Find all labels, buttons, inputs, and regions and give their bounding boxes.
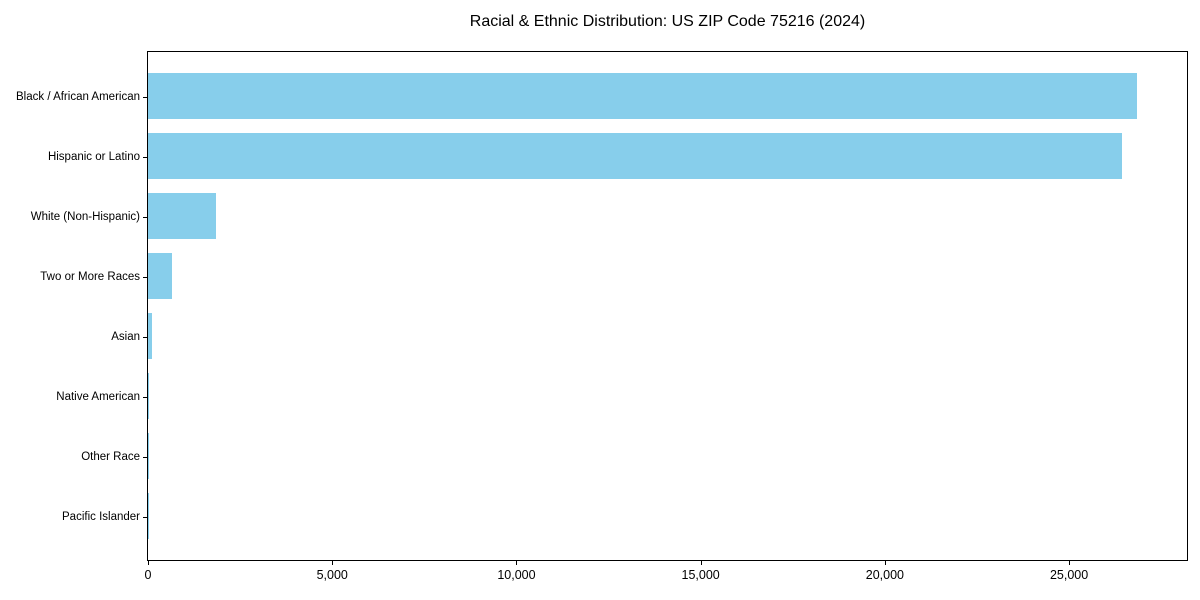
x-tick-mark xyxy=(884,561,886,565)
plot-area xyxy=(147,51,1188,561)
bar-asian xyxy=(148,313,153,359)
y-tick-label: Black / African American xyxy=(16,91,140,103)
y-tick-mark xyxy=(143,217,147,218)
bar-native-american xyxy=(148,373,149,419)
y-tick-mark xyxy=(143,277,147,278)
y-tick-mark xyxy=(143,397,147,398)
chart-title: Racial & Ethnic Distribution: US ZIP Cod… xyxy=(469,13,866,30)
y-tick-label: White (Non-Hispanic) xyxy=(30,211,140,223)
x-tick-label: 25,000 xyxy=(1049,568,1089,582)
y-tick-label: Pacific Islander xyxy=(62,511,140,523)
y-tick-mark xyxy=(143,97,147,98)
bar-two-or-more-races xyxy=(148,253,172,299)
x-tick-label: 20,000 xyxy=(865,568,904,582)
x-tick-mark xyxy=(1069,561,1071,565)
bar-hispanic-or-latino xyxy=(148,133,1122,179)
y-tick-mark xyxy=(143,457,147,458)
y-tick-mark xyxy=(143,157,147,158)
bar-other-race xyxy=(148,433,149,479)
y-tick-label: Asian xyxy=(111,331,140,343)
x-tick-mark xyxy=(516,561,518,565)
y-tick-label: Two or More Races xyxy=(40,271,140,283)
y-tick-mark xyxy=(143,337,147,338)
bar-black-african-american xyxy=(148,73,1138,119)
x-tick-mark xyxy=(700,561,702,565)
y-tick-label: Other Race xyxy=(81,451,140,463)
y-tick-label: Hispanic or Latino xyxy=(47,151,140,163)
y-tick-label: Native American xyxy=(56,391,140,403)
y-tick-mark xyxy=(143,517,147,518)
bar-white-non-hispanic xyxy=(148,193,217,239)
x-tick-label: 0 xyxy=(144,568,152,582)
x-tick-label: 5,000 xyxy=(316,568,348,582)
x-tick-mark xyxy=(332,561,334,565)
x-tick-mark xyxy=(148,561,149,565)
x-tick-label: 15,000 xyxy=(681,568,720,582)
x-tick-label: 10,000 xyxy=(497,568,536,582)
